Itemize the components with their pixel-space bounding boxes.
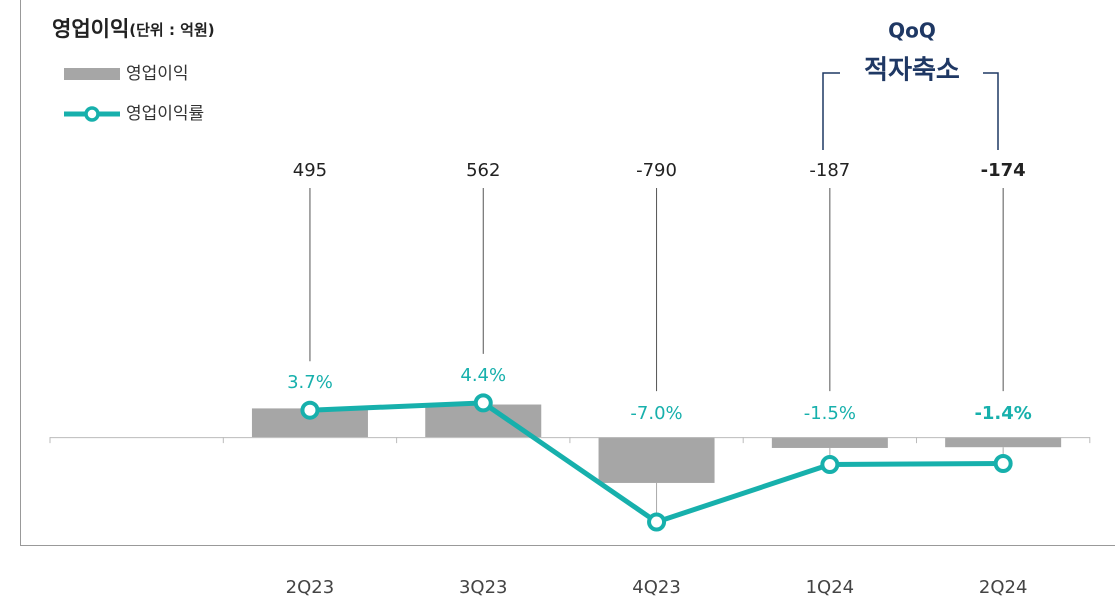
legend-swatch [64,68,120,80]
legend-label: 영업이익률 [126,104,204,124]
annotation: QoQ [888,19,936,43]
line-value-label: -1.5% [804,403,856,424]
legend-label: 영업이익 [126,64,189,84]
legend-swatch [84,106,100,122]
bar-value-label: -174 [981,160,1026,181]
bar [771,437,888,448]
bracket [983,72,999,150]
line-point [473,393,493,413]
bar-value-label: 562 [466,160,500,181]
bracket [822,72,840,150]
annotation: 적자축소 [864,56,960,86]
bar [598,437,715,483]
line-value-label: -7.0% [630,403,682,424]
line-point [300,400,320,420]
line-point [993,453,1013,473]
bar-value-label: -187 [809,160,850,181]
line-point [647,512,667,532]
bar [945,437,1062,448]
x-tick-label: 4Q23 [632,577,681,598]
x-tick-label: 2Q23 [286,577,335,598]
bar-value-label: 495 [293,160,327,181]
x-tick-label: 1Q24 [806,577,855,598]
line-value-label: 3.7% [287,372,333,393]
line-point [820,455,840,475]
bar-value-label: -790 [636,160,677,181]
line-value-label: -1.4% [974,403,1031,424]
chart-title: 영업이익(단위 : 억원) [52,17,215,41]
line-value-label: 4.4% [460,365,506,386]
x-tick-label: 2Q24 [979,577,1028,598]
x-tick-label: 3Q23 [459,577,508,598]
